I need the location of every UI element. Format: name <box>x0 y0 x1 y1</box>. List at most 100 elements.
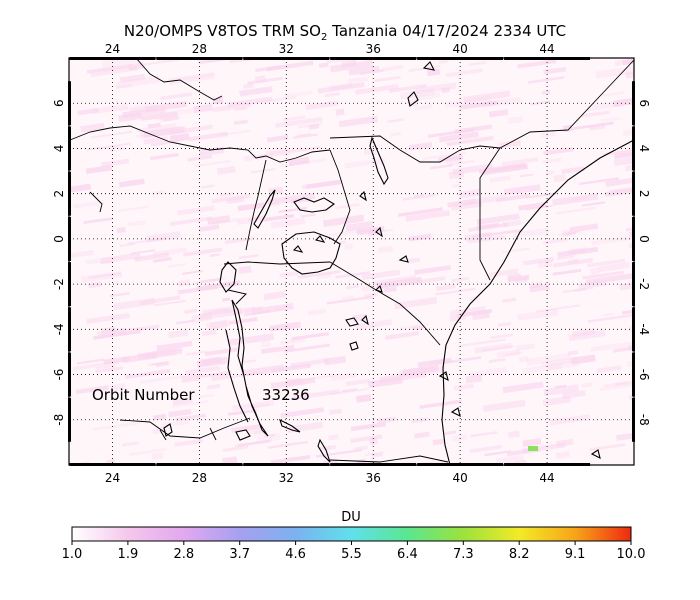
swath-pixel <box>222 297 231 302</box>
swath-pixel <box>139 295 181 305</box>
swath-pixel <box>439 131 479 143</box>
swath-pixel <box>175 413 207 422</box>
swath-pixel <box>172 73 216 82</box>
swath-pixel <box>154 299 186 307</box>
colorbar-tick-label: 10.0 <box>617 547 646 562</box>
lat-tick-bar <box>632 171 635 216</box>
swath-pixel <box>356 226 385 236</box>
swath-pixel <box>484 450 512 457</box>
swath-pixel <box>329 82 354 91</box>
swath-pixel <box>453 383 475 391</box>
swath-pixel <box>444 430 457 436</box>
swath-pixel <box>574 287 586 293</box>
swath-pixel <box>83 217 113 224</box>
lat-tick-label-left: 2 <box>52 190 66 198</box>
swath-pixel <box>86 312 131 325</box>
swath-pixel <box>519 173 534 178</box>
swath-pixel <box>305 179 341 190</box>
swath-pixel <box>613 153 634 167</box>
swath-pixel <box>600 116 621 123</box>
swath-pixel <box>237 202 265 212</box>
swath-pixel <box>502 381 544 394</box>
lat-tick-bar <box>632 307 635 352</box>
swath-pixel <box>596 365 622 374</box>
swath-pixel <box>152 426 167 435</box>
swath-pixel <box>481 96 522 109</box>
swath-pixel <box>483 228 523 237</box>
swath-pixel <box>616 429 634 441</box>
swath-pixel <box>169 124 213 135</box>
swath-pixel <box>270 377 316 389</box>
so2-hotspot-pixel <box>528 446 538 451</box>
swath-pixel <box>222 445 249 452</box>
colorbar-title: DU <box>341 510 361 525</box>
swath-pixel <box>270 455 311 465</box>
swath-pixel <box>603 381 629 388</box>
basemap-lines <box>69 58 634 465</box>
swath-pixel <box>326 228 366 238</box>
swath-pixel <box>231 423 263 434</box>
swath-pixel <box>169 216 213 226</box>
swath-pixel <box>75 385 109 395</box>
swath-pixel <box>590 267 600 275</box>
lat-tick-bar <box>68 216 71 261</box>
swath-pixel <box>139 125 187 139</box>
swath-pixel <box>459 100 497 110</box>
swath-pixel <box>599 382 634 392</box>
swath-pixel <box>432 438 445 446</box>
swath-pixel <box>324 355 347 366</box>
swath-pixel <box>338 115 378 128</box>
swath-pixel <box>569 223 598 233</box>
swath-pixel <box>474 342 513 354</box>
swath-pixel <box>540 129 556 138</box>
swath-pixel <box>172 399 209 408</box>
swath-pixel <box>109 146 124 153</box>
swath-pixel <box>335 271 371 279</box>
swath-pixel <box>591 235 634 246</box>
swath-pixel <box>495 454 525 465</box>
lat-tick-bar <box>632 352 635 397</box>
swath-pixel <box>182 269 203 275</box>
swath-pixel <box>152 190 165 196</box>
colorbar-tick-label: 6.4 <box>397 547 418 562</box>
ethiopia-kenya-border <box>329 135 501 163</box>
swath-pixel <box>545 170 556 176</box>
swath-pixel <box>376 276 422 289</box>
swath-pixel <box>417 357 452 368</box>
colorbar-tick-label: 9.1 <box>565 547 586 562</box>
swath-pixel <box>77 107 99 116</box>
sudan-south-sudan-border <box>135 58 223 101</box>
swath-pixel <box>612 345 634 353</box>
swath-pixel <box>529 282 542 289</box>
swath-pixel <box>516 308 559 321</box>
swath-pixel <box>457 308 493 318</box>
swath-pixel <box>405 210 450 222</box>
swath-pixel <box>341 59 357 68</box>
swath-pixel <box>224 236 254 245</box>
lat-tick-label-right: -4 <box>637 323 651 335</box>
swath-pixel <box>488 357 506 363</box>
swath-pixel <box>601 91 625 97</box>
swath-pixel <box>408 233 432 242</box>
lon-tick-bar <box>417 463 504 466</box>
swath-pixel <box>232 399 275 412</box>
swath-pixel <box>134 252 169 262</box>
swath-pixel <box>228 317 258 325</box>
swath-pixel <box>542 237 569 245</box>
lat-tick-bar <box>632 81 635 126</box>
swath-pixel <box>513 227 550 239</box>
swath-pixel <box>160 92 192 101</box>
swath-pixel <box>95 366 124 374</box>
lake-kivu-outline <box>219 261 237 293</box>
swath-pixel <box>291 331 329 341</box>
swath-pixel <box>328 434 339 441</box>
swath-pixel <box>586 258 626 268</box>
lake-tanganyika-outline <box>231 299 269 437</box>
swath-pixel <box>274 116 323 128</box>
swath-pixel <box>543 146 574 156</box>
swath-pixel <box>205 319 231 330</box>
swath-pixel <box>438 59 448 64</box>
swath-pixel <box>287 421 324 433</box>
lat-tick-label-right: -6 <box>637 369 651 381</box>
swath-pixel <box>410 417 428 424</box>
